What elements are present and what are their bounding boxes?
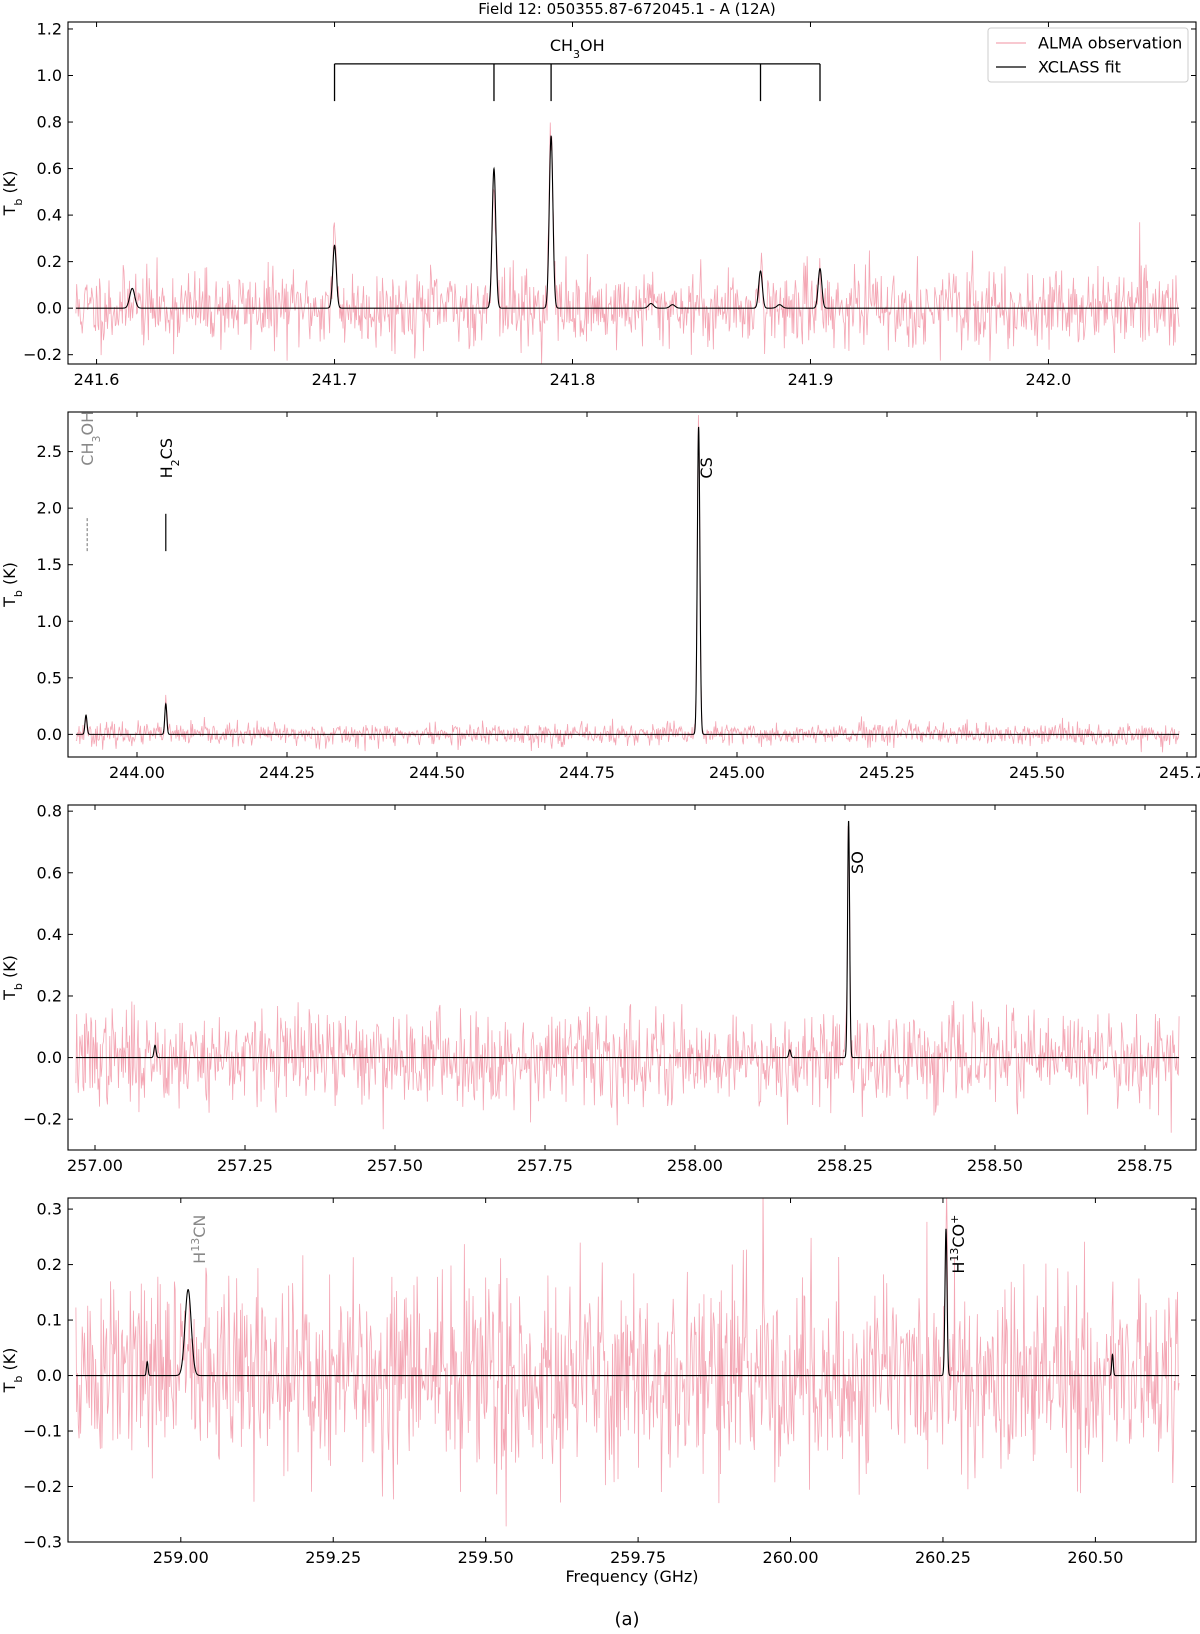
y-tick-label: 2.0	[37, 499, 62, 518]
y-tick-label: 1.0	[37, 66, 62, 85]
x-tick-label: 242.0	[1026, 370, 1072, 389]
y-tick-label: 1.0	[37, 612, 62, 631]
x-tick-label: 259.25	[305, 1548, 361, 1567]
series-xclass-fit	[75, 135, 1180, 309]
plot-frame	[67, 1197, 1197, 1543]
ch3oh-line-markers: CH3OH	[333, 36, 821, 102]
y-axis-label: Tb (K)	[0, 171, 25, 217]
y-tick-label: 0.6	[37, 159, 62, 178]
y-tick-label: 0.4	[37, 925, 62, 944]
y-tick-label: 0.0	[37, 725, 62, 744]
y-tick-label: 0.0	[37, 1048, 62, 1067]
y-tick-label: −0.2	[23, 345, 62, 364]
spectrum-panel-3: 257.00 257.25 257.50 257.75 258.00 258.25 258.…	[0, 802, 1197, 1175]
x-tick-label: 259.75	[610, 1548, 666, 1567]
x-tick-label: 244.50	[409, 763, 465, 782]
line-label-h13cn: H13CN	[189, 1215, 210, 1264]
plot-frame	[67, 804, 1197, 1151]
x-tick-label: 257.00	[67, 1156, 123, 1175]
y-tick-label: −0.1	[23, 1422, 62, 1441]
legend-entry: XCLASS fit	[1038, 58, 1121, 77]
y-tick-label: 0.8	[37, 113, 62, 132]
y-axis-label: Tb (K)	[0, 955, 25, 1001]
y-tick-label: 0.0	[37, 1366, 62, 1385]
y-axis-label: Tb (K)	[0, 562, 25, 608]
line-label-h2cs: H2CS	[157, 438, 182, 478]
y-tick-label: 0.8	[37, 802, 62, 821]
x-tick-label: 259.50	[458, 1548, 514, 1567]
y-tick-label: 1.2	[37, 19, 62, 38]
series-xclass-fit	[75, 820, 1180, 1059]
line-label-h13co: H13CO+	[948, 1215, 969, 1274]
x-tick-label: 258.50	[967, 1156, 1023, 1175]
x-tick-label: 241.6	[74, 370, 120, 389]
line-label-ch3oh: CH3OH	[550, 36, 605, 61]
y-tick-label: 0.6	[37, 863, 62, 882]
line-label-ch3oh: CH3OH	[78, 411, 103, 466]
x-tick-label: 257.75	[517, 1156, 573, 1175]
legend-box	[987, 27, 1189, 83]
legend-entry: ALMA observation	[1038, 34, 1182, 53]
line-label-cs: CS	[697, 457, 716, 478]
y-tick-label: 0.3	[37, 1200, 62, 1219]
y-tick-label: 0.2	[37, 252, 62, 271]
spectrum-panel-4: 259.00 259.25 259.50 259.75 260.00 260.25 260.…	[0, 1197, 1197, 1586]
x-tick-label: 244.75	[559, 763, 615, 782]
figure-title: Field 12: 050355.87-672045.1 - A (12A)	[478, 0, 775, 18]
x-tick-label: 258.00	[667, 1156, 723, 1175]
x-tick-label: 241.9	[788, 370, 834, 389]
y-tick-label: 1.5	[37, 555, 62, 574]
x-tick-label: 260.50	[1067, 1548, 1123, 1567]
x-tick-label: 241.7	[312, 370, 358, 389]
x-tick-label: 258.75	[1117, 1156, 1173, 1175]
x-tick-label: 259.00	[153, 1548, 209, 1567]
x-tick-label: 245.75	[1159, 763, 1200, 782]
legend: ALMA observation XCLASS fit	[987, 27, 1189, 83]
y-tick-label: −0.3	[23, 1533, 62, 1552]
series-alma-observation	[75, 1198, 1180, 1527]
x-tick-label: 241.8	[550, 370, 596, 389]
spectrum-panel-2: 244.00 244.25 244.50 244.75 245.00 245.25 245.…	[0, 411, 1200, 782]
x-tick-label: 257.50	[367, 1156, 423, 1175]
x-tick-label: 244.25	[259, 763, 315, 782]
x-axis-label: Frequency (GHz)	[565, 1567, 698, 1586]
plot-frame	[67, 21, 1197, 365]
y-tick-label: 0.2	[37, 986, 62, 1005]
series-alma-observation	[75, 415, 1180, 753]
x-tick-label: 245.50	[1009, 763, 1065, 782]
y-tick-label: 0.4	[37, 206, 62, 225]
y-tick-label: 0.2	[37, 1255, 62, 1274]
x-tick-label: 258.25	[817, 1156, 873, 1175]
series-xclass-fit	[75, 426, 1180, 735]
y-tick-label: 0.1	[37, 1311, 62, 1330]
y-tick-label: 0.5	[37, 668, 62, 687]
spectrum-panels: 241.6 241.7 241.8 241.9 242.0 −0.2 0.0 0.2 0.4 0.…	[0, 19, 1200, 1586]
x-tick-label: 257.25	[217, 1156, 273, 1175]
figure-caption: (a)	[614, 1609, 639, 1630]
y-axis-label: Tb (K)	[0, 1348, 25, 1394]
x-tick-label: 245.25	[859, 763, 915, 782]
x-tick-label: 260.25	[915, 1548, 971, 1567]
x-tick-label: 260.00	[763, 1548, 819, 1567]
series-alma-observation	[75, 122, 1180, 364]
x-tick-label: 244.00	[109, 763, 165, 782]
x-tick-label: 245.00	[709, 763, 765, 782]
series-xclass-fit	[75, 1228, 1180, 1377]
y-tick-label: −0.2	[23, 1477, 62, 1496]
line-label-so: SO	[848, 851, 867, 874]
spectrum-panel-1: 241.6 241.7 241.8 241.9 242.0 −0.2 0.0 0.2 0.4 0.…	[0, 19, 1197, 389]
y-tick-label: −0.2	[23, 1110, 62, 1129]
series-alma-observation	[75, 826, 1180, 1133]
plot-frame	[67, 411, 1197, 758]
y-tick-label: 0.0	[37, 299, 62, 318]
y-tick-label: 2.5	[37, 442, 62, 461]
